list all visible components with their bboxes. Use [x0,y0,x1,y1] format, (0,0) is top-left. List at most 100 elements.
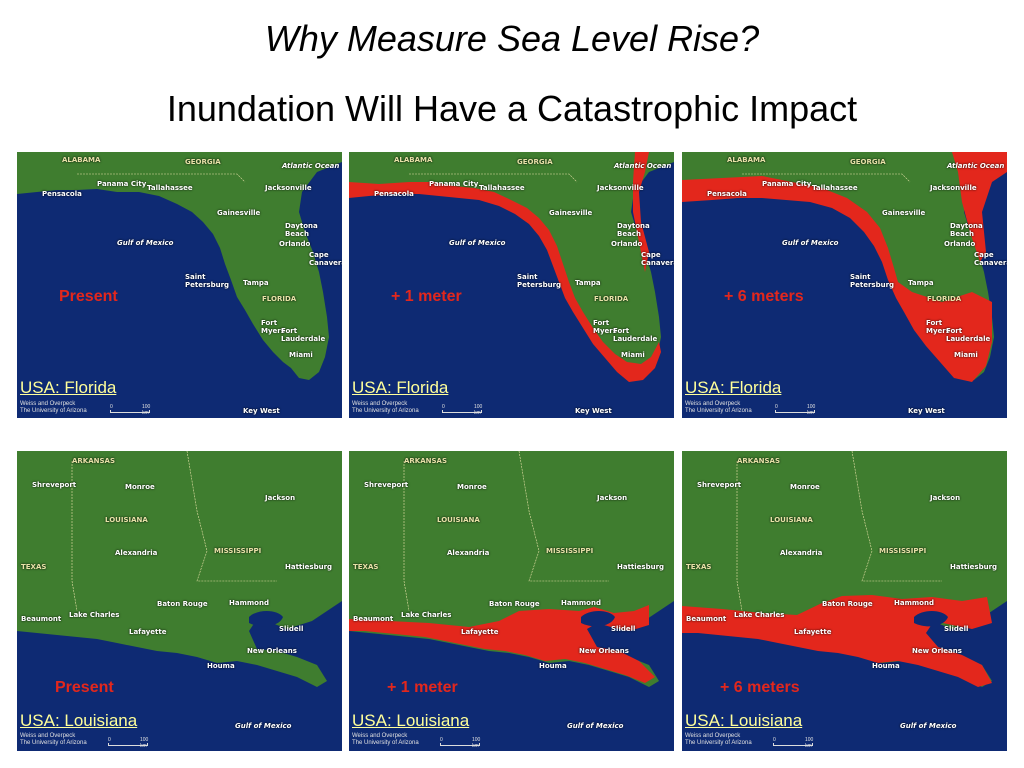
map-label-alexandria: Alexandria [447,549,490,557]
map-label-gulf: Gulf of Mexico [117,239,174,247]
map-label-mississippi: MISSISSIPPI [214,547,262,555]
scale-bar: 0 100 km [775,404,819,416]
map-label-monroe: Monroe [457,483,487,491]
state-border [77,173,246,183]
louisiana-map-panel: ARKANSAS Shreveport Monroe Jackson LOUISIANA… [682,451,1007,751]
map-label-tampa: Tampa [575,279,601,287]
map-label-florida: FLORIDA [262,295,297,303]
map-label-georgia: GEORGIA [850,158,886,166]
map-label-baton-rouge: Baton Rouge [157,600,208,608]
map-label-lake-charles: Lake Charles [734,611,785,619]
florida-map-panel: ALABAMA GEORGIA Atlantic Ocean Panama City T… [682,152,1007,418]
map-label-st-pete: Saint Petersburg [850,273,895,289]
map-label-lake-charles: Lake Charles [401,611,452,619]
map-label-georgia: GEORGIA [517,158,553,166]
scale-line [775,410,815,413]
map-label-atlantic: Atlantic Ocean [947,162,1005,170]
florida-map-panel: ALABAMA GEORGIA Atlantic Ocean Panama City T… [349,152,674,418]
map-label-monroe: Monroe [125,483,155,491]
scenario-label: + 6 meters [724,288,804,305]
map-label-orlando: Orlando [944,240,976,248]
map-label-tampa: Tampa [243,279,269,287]
map-label-hammond: Hammond [894,599,934,607]
map-label-jackson: Jackson [597,494,628,502]
louisiana-map-graphic [349,451,674,751]
region-title: USA: Florida [352,378,449,397]
map-label-mississippi: MISSISSIPPI [546,547,594,555]
map-label-shreveport: Shreveport [364,481,409,489]
map-label-daytona: Daytona Beach [285,222,318,238]
map-label-miami: Miami [621,351,645,359]
state-border [742,173,911,183]
scale-km: 100 km [474,404,483,416]
region-title: USA: Louisiana [352,711,470,730]
state-border [409,173,578,183]
scale-line [442,410,482,413]
scale-bar: 0 100 km [108,737,152,749]
map-label-louisiana: LOUISIANA [437,516,480,524]
scale-km: 100 km [472,737,481,749]
map-label-florida: FLORIDA [927,295,962,303]
map-label-texas: TEXAS [21,563,47,571]
scale-zero: 0 [773,737,776,743]
map-label-gulf: Gulf of Mexico [782,239,839,247]
map-label-panama-city: Panama City [429,180,479,188]
map-label-slidell: Slidell [944,625,969,633]
map-label-cape: Cape Canaveral [309,251,342,267]
region-title: USA: Louisiana [20,711,138,730]
map-label-fort-myers: Fort Myers [593,319,617,335]
map-label-hattiesburg: Hattiesburg [950,563,998,571]
scale-zero: 0 [440,737,443,743]
map-label-lafayette: Lafayette [129,628,167,636]
lake-pontchartrain [914,611,948,627]
region-title: USA: Louisiana [685,711,803,730]
map-label-gainesville: Gainesville [549,209,593,217]
florida-map-graphic [17,152,342,418]
map-label-arkansas: ARKANSAS [737,457,781,465]
land-area [17,152,342,380]
florida-map-graphic [349,152,674,418]
map-label-key-west: Key West [243,407,280,415]
map-label-fort-lauderdale: Fort Lauderdale [946,327,991,343]
map-label-gainesville: Gainesville [882,209,926,217]
scale-km: 100 km [142,404,151,416]
map-label-miami: Miami [954,351,978,359]
land-area [349,152,674,380]
scale-km: 100 km [140,737,149,749]
map-label-baton-rouge: Baton Rouge [489,600,540,608]
map-label-orlando: Orlando [279,240,311,248]
map-label-jacksonville: Jacksonville [930,184,977,192]
map-label-arkansas: ARKANSAS [404,457,448,465]
scenario-label: + 1 meter [391,288,462,305]
map-label-hammond: Hammond [229,599,269,607]
map-label-tallahassee: Tallahassee [147,184,193,192]
map-label-texas: TEXAS [353,563,379,571]
map-label-hammond: Hammond [561,599,601,607]
map-label-louisiana: LOUISIANA [770,516,813,524]
map-label-hattiesburg: Hattiesburg [617,563,665,571]
map-label-gainesville: Gainesville [217,209,261,217]
map-label-orlando: Orlando [611,240,643,248]
scale-line [110,410,150,413]
lake-pontchartrain [249,611,283,627]
scale-bar: 0 100 km [440,737,484,749]
map-label-alabama: ALABAMA [727,156,766,164]
map-label-pensacola: Pensacola [42,190,82,198]
map-label-shreveport: Shreveport [697,481,742,489]
map-label-daytona: Daytona Beach [950,222,983,238]
map-label-new-orleans: New Orleans [912,647,962,655]
map-label-houma: Houma [539,662,567,670]
credit-text: Weiss and Overpeck The University of Ari… [352,733,419,746]
map-label-hattiesburg: Hattiesburg [285,563,333,571]
florida-map-panel: ALABAMA GEORGIA Atlantic Ocean Panama City T… [17,152,342,418]
map-label-atlantic: Atlantic Ocean [282,162,340,170]
map-label-gulf: Gulf of Mexico [900,722,957,730]
map-label-baton-rouge: Baton Rouge [822,600,873,608]
map-label-lafayette: Lafayette [461,628,499,636]
map-label-shreveport: Shreveport [32,481,77,489]
scale-zero: 0 [108,737,111,743]
region-title: USA: Florida [20,378,117,397]
map-label-jacksonville: Jacksonville [265,184,312,192]
map-label-jackson: Jackson [930,494,961,502]
map-label-georgia: GEORGIA [185,158,221,166]
